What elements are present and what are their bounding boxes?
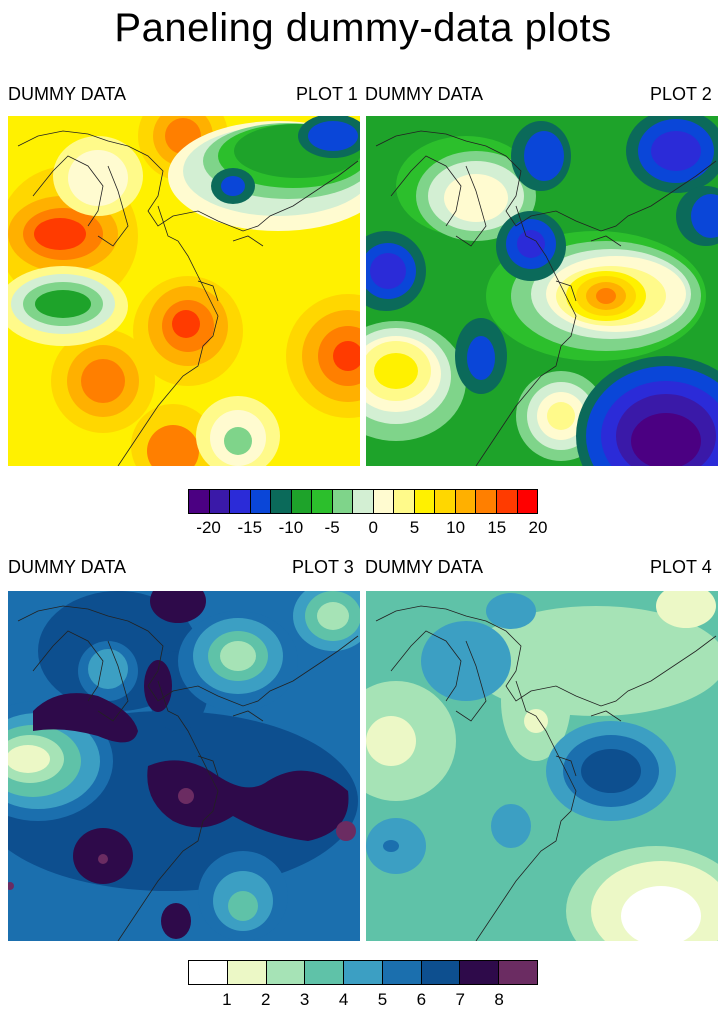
plot1-coastlines [17, 130, 359, 466]
colorbar_top-swatch-13 [455, 490, 477, 513]
panel2-right-label: PLOT 2 [650, 84, 712, 104]
colorbar_bottom-tick-label: 6 [416, 990, 427, 1009]
colorbar-bottom-boxes [188, 960, 538, 985]
plot3-panel [8, 591, 360, 941]
colorbar_bottom-tick-label: 3 [299, 990, 310, 1009]
plot3-contour-map [8, 591, 360, 941]
colorbar_top-swatch-11 [414, 490, 436, 513]
plot2-contour-map [366, 116, 718, 466]
plot1-panel [8, 116, 360, 466]
panel4-right-label: PLOT 4 [650, 557, 712, 577]
colorbar_top-tick-label: -20 [196, 518, 221, 537]
colorbar_top-tick-label: -10 [278, 518, 304, 537]
colorbar_bottom-swatch-3 [305, 961, 345, 984]
panel2-left-label: DUMMY DATA [365, 84, 484, 104]
page-title: Paneling dummy-data plots [114, 6, 612, 50]
colorbar_bottom-swatch-4 [344, 961, 383, 984]
colorbar_bottom-swatch-1 [227, 961, 267, 984]
colorbar_bottom-swatch-5 [382, 961, 422, 984]
colorbar_top-swatch-3 [250, 490, 272, 513]
colorbar_bottom-swatch-0 [189, 961, 228, 984]
colorbar_top-swatch-2 [230, 490, 251, 513]
colorbar_top-tick-label: -5 [324, 518, 340, 537]
colorbar_bottom-swatch-8 [499, 961, 538, 984]
colorbar_top-swatch-8 [353, 490, 374, 513]
colorbar_bottom-swatch-6 [421, 961, 461, 984]
colorbar_top-tick-label: 5 [409, 518, 420, 537]
colorbar_bottom-tick-label: 2 [261, 990, 271, 1009]
plot1-contour-map [8, 116, 360, 466]
colorbar_top-swatch-4 [271, 490, 292, 513]
colorbar_top-swatch-9 [373, 490, 395, 513]
panel3-right-label: PLOT 3 [292, 557, 354, 577]
plot4-panel [366, 591, 718, 941]
colorbar_top-tick-label: 10 [446, 518, 466, 537]
colorbar_top-swatch-0 [189, 490, 210, 513]
colorbar_bottom-tick-label: 4 [338, 990, 349, 1009]
panel3-left-label: DUMMY DATA [8, 557, 127, 577]
plot2-panel [366, 116, 718, 466]
colorbar_bottom-tick-label: 8 [494, 990, 504, 1009]
colorbar_top-tick-label: 15 [487, 518, 507, 537]
colorbar_top-swatch-6 [312, 490, 333, 513]
colorbar_bottom-tick-label: 7 [455, 990, 465, 1009]
plot2-coastlines [375, 130, 717, 466]
colorbar_top-swatch-12 [435, 490, 456, 513]
colorbar-bottom [188, 960, 538, 985]
colorbar_top-tick-label: -15 [237, 518, 263, 537]
colorbar_bottom-tick-label: 1 [222, 990, 232, 1009]
colorbar_top-swatch-14 [476, 490, 497, 513]
colorbar_top-swatch-10 [394, 490, 415, 513]
plot4-contour-map [366, 591, 718, 941]
colorbar_top-swatch-1 [209, 490, 231, 513]
colorbar_top-swatch-5 [291, 490, 313, 513]
colorbar_top-swatch-16 [517, 490, 538, 513]
panel1-right-label: PLOT 1 [296, 84, 358, 104]
colorbar_top-tick-label: 0 [368, 518, 379, 537]
plot3-coastlines [17, 605, 359, 941]
colorbar_top-swatch-7 [332, 490, 354, 513]
colorbar-top-boxes [188, 489, 538, 514]
panel1-left-label: DUMMY DATA [8, 84, 127, 104]
colorbar_top-tick-label: 20 [528, 518, 548, 537]
colorbar-top [188, 489, 538, 514]
colorbar_top-swatch-15 [496, 490, 518, 513]
colorbar_bottom-tick-label: 5 [377, 990, 388, 1009]
panel4-left-label: DUMMY DATA [365, 557, 484, 577]
colorbar_bottom-swatch-2 [266, 961, 306, 984]
colorbar_bottom-swatch-7 [460, 961, 500, 984]
plot4-coastlines [375, 605, 717, 941]
